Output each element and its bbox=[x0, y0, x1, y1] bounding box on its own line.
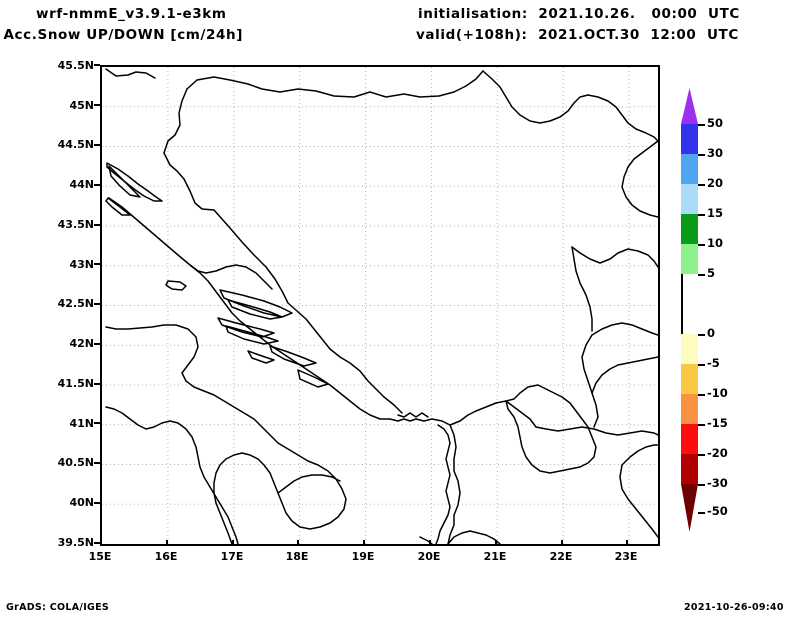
colorbar-label-10: 10 bbox=[707, 236, 724, 250]
initialisation-time: initialisation: 2021.10.26. 00:00 UTC bbox=[418, 6, 740, 22]
gridlines bbox=[102, 67, 658, 544]
map-vector-layer bbox=[102, 67, 658, 544]
ytick-label-42-5n: 42.5N bbox=[57, 297, 94, 310]
field-title: h Acc.Snow UP/DOWN [cm/24h] bbox=[0, 27, 243, 43]
colorbar-label-neg10: -10 bbox=[707, 386, 728, 400]
colorbar-label-neg50: -50 bbox=[707, 504, 728, 518]
ytick-label-44-5n: 44.5N bbox=[57, 138, 94, 151]
colorbar-tick bbox=[698, 394, 705, 396]
colorbar-band-neg50-30 bbox=[681, 454, 698, 484]
colorbar-band-10-15 bbox=[681, 214, 698, 244]
xtick-mark bbox=[100, 540, 102, 546]
colorbar-band-15-20 bbox=[681, 184, 698, 214]
ytick-mark bbox=[94, 64, 100, 66]
ytick-label-41-5n: 41.5N bbox=[57, 377, 94, 390]
ytick-label-40-5n: 40.5N bbox=[57, 456, 94, 469]
colorbar-tick bbox=[698, 454, 705, 456]
colorbar-band-30-50 bbox=[681, 124, 698, 154]
colorbar-label-30: 30 bbox=[707, 146, 724, 160]
colorbar-tick bbox=[698, 424, 705, 426]
colorbar-lower-arrow bbox=[681, 484, 698, 532]
colorbar-legend[interactable]: 50 30 20 15 10 5 0 -5 -10 -15 -20 -30 -5… bbox=[681, 88, 728, 532]
colorbar-label-15: 15 bbox=[707, 206, 724, 220]
colorbar-tick bbox=[698, 274, 705, 276]
xtick-label-18e: 18E bbox=[285, 550, 309, 563]
xtick-mark bbox=[297, 540, 299, 546]
colorbar-label-neg15: -15 bbox=[707, 416, 728, 430]
colorbar-band-neg5-0 bbox=[681, 304, 698, 334]
colorbar-label-5: 5 bbox=[707, 266, 716, 280]
ytick-mark bbox=[94, 303, 100, 305]
valid-time: valid(+108h): 2021.OCT.30 12:00 UTC bbox=[416, 27, 739, 43]
xtick-mark bbox=[626, 540, 628, 546]
colorbar-band-neg15-10 bbox=[681, 364, 698, 394]
ytick-mark bbox=[94, 422, 100, 424]
xtick-mark bbox=[429, 540, 431, 546]
colorbar-band-20-30 bbox=[681, 154, 698, 184]
xtick-mark bbox=[561, 540, 563, 546]
coastlines-and-borders bbox=[105, 68, 658, 544]
colorbar-label-neg30: -30 bbox=[707, 476, 728, 490]
colorbar-band-neg10-5 bbox=[681, 334, 698, 364]
colorbar-tick bbox=[698, 124, 705, 126]
xtick-mark bbox=[363, 540, 365, 546]
colorbar-tick bbox=[698, 484, 705, 486]
colorbar-tick bbox=[698, 364, 705, 366]
colorbar-band-neg20-15 bbox=[681, 394, 698, 424]
colorbar-tick bbox=[698, 214, 705, 216]
ytick-label-43-5n: 43.5N bbox=[57, 218, 94, 231]
ytick-label-40n: 40N bbox=[69, 496, 94, 509]
xtick-label-23e: 23E bbox=[614, 550, 638, 563]
colorbar-tick bbox=[698, 244, 705, 246]
xtick-mark bbox=[232, 540, 234, 546]
xtick-label-20e: 20E bbox=[417, 550, 441, 563]
ytick-mark bbox=[94, 502, 100, 504]
colorbar-label-neg20: -20 bbox=[707, 446, 728, 460]
colorbar-label-0: 0 bbox=[707, 326, 716, 340]
ytick-label-43n: 43N bbox=[69, 258, 94, 271]
xtick-mark bbox=[495, 540, 497, 546]
colorbar-zero-spine bbox=[681, 274, 683, 334]
map-plot-area[interactable] bbox=[100, 65, 660, 546]
ytick-mark bbox=[94, 184, 100, 186]
colorbar-tick bbox=[698, 512, 705, 514]
xtick-label-16e: 16E bbox=[154, 550, 178, 563]
ytick-label-45-5n: 45.5N bbox=[57, 59, 94, 72]
ytick-mark bbox=[94, 144, 100, 146]
xtick-label-22e: 22E bbox=[549, 550, 573, 563]
ytick-mark bbox=[94, 542, 100, 544]
ytick-mark bbox=[94, 263, 100, 265]
colorbar-upper-arrow bbox=[681, 88, 698, 124]
colorbar-tick bbox=[698, 154, 705, 156]
xtick-label-17e: 17E bbox=[220, 550, 244, 563]
ytick-mark bbox=[94, 383, 100, 385]
colorbar-tick bbox=[698, 184, 705, 186]
colorbar-band-neg30-20 bbox=[681, 424, 698, 454]
ytick-label-45n: 45N bbox=[69, 99, 94, 112]
ytick-label-41n: 41N bbox=[69, 417, 94, 430]
colorbar-band-0-5 bbox=[681, 274, 698, 304]
chart-header: wrf-nmmE_v3.9.1-e3km h Acc.Snow UP/DOWN … bbox=[0, 0, 800, 52]
ytick-label-44n: 44N bbox=[69, 178, 94, 191]
xtick-mark bbox=[166, 540, 168, 546]
colorbar-tick bbox=[698, 334, 705, 336]
colorbar-label-50: 50 bbox=[707, 116, 724, 130]
colorbar-label-20: 20 bbox=[707, 176, 724, 190]
grads-credit: GrADS: COLA/IGES bbox=[6, 602, 110, 613]
xtick-label-21e: 21E bbox=[483, 550, 507, 563]
ytick-mark bbox=[94, 343, 100, 345]
ytick-label-39-5n: 39.5N bbox=[57, 536, 94, 549]
ytick-label-42n: 42N bbox=[69, 337, 94, 350]
ytick-mark bbox=[94, 224, 100, 226]
colorbar-label-neg5: -5 bbox=[707, 356, 720, 370]
ytick-mark bbox=[94, 104, 100, 106]
colorbar-band-5-10 bbox=[681, 244, 698, 274]
model-title: wrf-nmmE_v3.9.1-e3km bbox=[36, 6, 227, 22]
ytick-mark bbox=[94, 462, 100, 464]
xtick-label-19e: 19E bbox=[351, 550, 375, 563]
generated-timestamp: 2021-10-26-09:40 bbox=[684, 602, 784, 613]
xtick-label-15e: 15E bbox=[88, 550, 112, 563]
